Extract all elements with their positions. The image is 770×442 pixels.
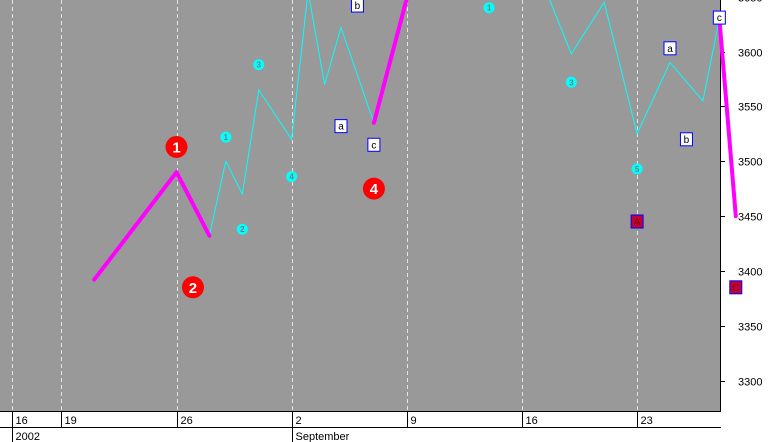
wave-label-major-text: 4 <box>370 181 379 198</box>
series-segment-magenta <box>92 170 179 282</box>
wave-label-abc: a <box>334 119 348 134</box>
series-line-cyan <box>208 0 720 236</box>
wave-label-minor: 1 <box>220 131 232 143</box>
wave-label-minor-bg <box>220 131 232 143</box>
wave-label-major: 1 <box>165 135 188 158</box>
x-axis-panel <box>0 411 770 442</box>
wave-label-abc-bg <box>712 10 726 25</box>
x-tick-label: 16 <box>16 415 28 427</box>
wave-label-minor: 3 <box>565 76 577 88</box>
wave-label-major-text: 1 <box>172 139 180 156</box>
wave-label-minor-text: 3 <box>569 78 574 87</box>
wave-label-minor: 4 <box>286 171 298 183</box>
y-tick-label: 3300 <box>738 377 762 389</box>
series-segment-magenta <box>174 170 212 238</box>
wave-label-minor-text: 2 <box>240 225 245 234</box>
wave-label-abc-text: c <box>717 13 722 24</box>
wave-label-abc-bg <box>334 119 348 134</box>
wave-label-major: 4 <box>362 177 385 200</box>
wave-label-major-bg <box>362 177 385 200</box>
x-tick-label: 23 <box>641 415 653 427</box>
wave-label-minor-text: 1 <box>224 133 229 142</box>
y-tick-label: 3500 <box>738 157 762 169</box>
wave-label-abc: c <box>712 10 726 25</box>
x-period-label: 2002 <box>16 431 40 442</box>
wave-label-abc: a <box>663 41 677 56</box>
series-segment-magenta <box>717 16 738 219</box>
x-period-label: September <box>296 431 350 442</box>
wave-label-minor: 2 <box>236 223 248 235</box>
x-tick-label: 16 <box>526 415 538 427</box>
series-segment-magenta <box>371 0 409 125</box>
y-tick-label: 3550 <box>738 102 762 114</box>
wave-label-major-text: 2 <box>189 280 197 297</box>
wave-label-corrective: A <box>630 214 644 229</box>
y-axis-panel <box>720 0 770 411</box>
wave-label-corrective-bg <box>729 280 743 295</box>
y-tick-label: 3600 <box>738 48 762 60</box>
wave-label-minor-text: 3 <box>257 61 262 70</box>
x-tick-label: 19 <box>65 415 77 427</box>
wave-label-abc-bg <box>663 41 677 56</box>
series-group <box>92 0 738 282</box>
wave-label-abc-text: b <box>684 135 690 146</box>
y-tick-label: 3450 <box>738 212 762 224</box>
wave-label-minor-bg <box>565 76 577 88</box>
wave-label-minor-text: 4 <box>289 173 294 182</box>
y-axis-ticks: 3300335034003450350035503600365037003750… <box>720 0 762 389</box>
wave-label-minor-text: 5 <box>635 165 640 174</box>
wave-label-abc-text: b <box>355 1 361 12</box>
wave-label-minor-bg <box>286 171 298 183</box>
wave-label-abc-bg <box>367 137 381 152</box>
wave-label-minor-bg <box>631 163 643 175</box>
wave-label-abc-text: a <box>338 122 344 133</box>
wave-label-abc-bg <box>350 0 364 13</box>
wave-label-minor: 1 <box>483 2 495 14</box>
wave-label-minor-bg <box>253 59 265 71</box>
wave-label-corrective-bg <box>630 214 644 229</box>
wave-label-corrective-text: A <box>634 217 641 228</box>
wave-label-major: 2 <box>181 276 204 299</box>
wave-label-minor-text: 1 <box>487 4 492 13</box>
y-tick-label: 3350 <box>738 322 762 334</box>
wave-label-major-bg <box>165 135 188 158</box>
wave-label-abc: b <box>679 132 693 147</box>
wave-label-minor-bg <box>483 2 495 14</box>
wave-label-minor: 3 <box>253 59 265 71</box>
wave-label-abc: c <box>367 137 381 152</box>
grid-lines <box>12 0 638 411</box>
wave-label-corrective: C <box>729 280 743 295</box>
annotations-group: 123451234512345abcabcABC <box>165 0 743 299</box>
x-tick-label: 26 <box>181 415 193 427</box>
y-tick-label: 3650 <box>738 0 762 5</box>
wave-label-corrective-text: C <box>732 283 739 294</box>
wave-label-minor-bg <box>236 223 248 235</box>
wave-label-minor: 5 <box>631 163 643 175</box>
wave-label-abc-bg <box>679 132 693 147</box>
wave-label-abc-text: c <box>371 140 376 151</box>
x-tick-label: 2 <box>296 415 302 427</box>
y-tick-label: 3400 <box>738 267 762 279</box>
wave-label-abc-text: a <box>667 44 673 55</box>
x-axis-ticks: 16 19 26 2 9 16 23 2002 September <box>12 411 653 442</box>
x-tick-label: 9 <box>411 415 417 427</box>
wave-label-abc: b <box>350 0 364 13</box>
wave-label-major-bg <box>181 276 204 299</box>
plot-area <box>0 0 720 411</box>
